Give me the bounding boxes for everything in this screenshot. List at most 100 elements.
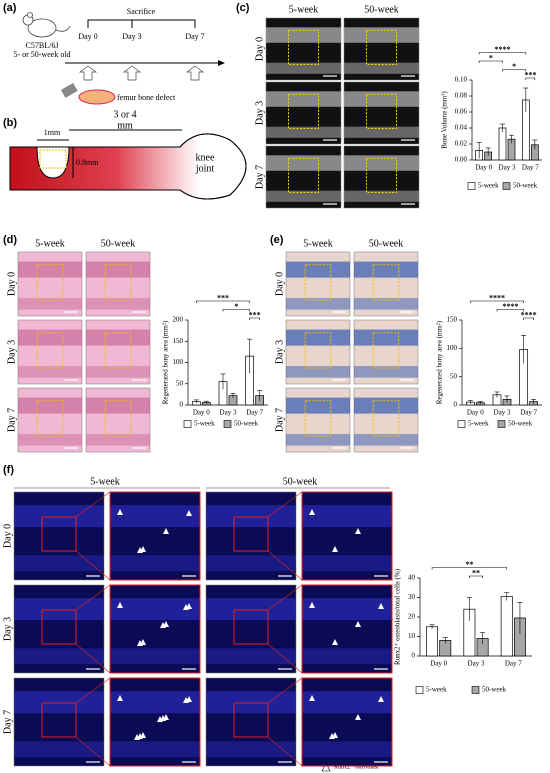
legend-swatch bbox=[471, 686, 480, 694]
panel-label: (d) bbox=[3, 234, 17, 246]
row-label: Day 7 bbox=[254, 165, 265, 189]
y-tick-label: 20 bbox=[408, 613, 416, 621]
micrograph-tissue bbox=[344, 126, 419, 138]
roi-box bbox=[304, 400, 332, 437]
y-tick-label: 0 bbox=[180, 401, 184, 409]
roi-box bbox=[104, 264, 132, 301]
zoom-frame bbox=[109, 677, 201, 767]
roi-box bbox=[36, 332, 64, 369]
zoom-line bbox=[267, 643, 303, 674]
micrograph-tissue bbox=[266, 91, 341, 107]
y-tick-label: 50 bbox=[176, 379, 184, 387]
y-tick-label: 50 bbox=[450, 372, 458, 380]
micrograph-tissue bbox=[354, 434, 418, 446]
micrograph-tissue bbox=[86, 298, 150, 310]
osteoblast-marker bbox=[355, 714, 361, 720]
micrograph-tissue bbox=[86, 397, 150, 414]
distance-label: 3 or 4 bbox=[113, 109, 136, 120]
x-tick-label: Day 7 bbox=[246, 409, 263, 417]
column-header: 5-week bbox=[90, 476, 119, 487]
micrograph-tissue bbox=[206, 648, 296, 665]
x-tick-label: Day 0 bbox=[467, 409, 484, 417]
micrograph-tissue bbox=[286, 261, 350, 278]
micrograph-tissue bbox=[18, 434, 82, 446]
micrograph-tissue bbox=[344, 27, 419, 43]
y-tick-label: 0.02 bbox=[455, 140, 468, 148]
micrograph-tissue bbox=[354, 397, 418, 414]
row-label: Day 7 bbox=[274, 408, 285, 432]
column-header: 5-week bbox=[35, 238, 64, 249]
zoom-box bbox=[41, 702, 77, 738]
marker-legend: Runx2⁺ osteoblast bbox=[334, 763, 379, 770]
significance-label: ** bbox=[472, 568, 480, 577]
width-label: 1mm bbox=[44, 128, 61, 137]
osteoblast-marker bbox=[355, 621, 361, 627]
legend-label: 50-week bbox=[513, 182, 538, 190]
micrograph-tissue bbox=[354, 366, 418, 378]
y-tick-label: 10 bbox=[408, 632, 416, 640]
osteoblast-marker bbox=[378, 696, 384, 702]
significance-label: ** bbox=[465, 560, 473, 569]
y-tick-label: 0 bbox=[454, 401, 458, 409]
x-tick-label: Day 7 bbox=[505, 660, 522, 668]
age-label: 5- or 50-week old bbox=[13, 50, 70, 59]
osteoblast-marker bbox=[137, 547, 143, 553]
y-axis-title: Bone Volume (mm³) bbox=[441, 91, 449, 149]
micrograph-tissue bbox=[344, 190, 419, 202]
zoom-line bbox=[75, 584, 111, 611]
mouse-icon bbox=[22, 12, 71, 38]
y-axis-title: Regenerated bony area (mm²) bbox=[436, 320, 444, 404]
micrograph-tissue bbox=[86, 434, 150, 446]
zoom-frame bbox=[109, 491, 201, 581]
legend-swatch bbox=[457, 420, 466, 428]
drill-icon bbox=[60, 83, 78, 98]
femur-outline bbox=[10, 133, 247, 200]
significance-bracket bbox=[196, 300, 250, 303]
micrograph-tissue bbox=[286, 434, 350, 446]
significance-label: * bbox=[234, 302, 238, 311]
micrograph-tissue bbox=[206, 505, 296, 528]
micrograph-tissue bbox=[18, 397, 82, 414]
zoom-line bbox=[267, 550, 303, 581]
column-header: 5-week bbox=[289, 4, 318, 15]
y-tick-label: 0 bbox=[412, 652, 416, 660]
x-tick-label: Day 3 bbox=[499, 164, 516, 172]
micrograph-tissue bbox=[110, 691, 200, 714]
zoom-line bbox=[75, 550, 111, 581]
osteoblast-marker bbox=[355, 528, 361, 534]
micrograph-tissue bbox=[86, 366, 150, 378]
x-tick-label: Day 7 bbox=[520, 409, 537, 417]
legend-label: 50-week bbox=[482, 686, 507, 694]
osteoblast-marker bbox=[163, 528, 169, 534]
row-label: Day 0 bbox=[274, 272, 285, 296]
legend-label: 50-week bbox=[234, 420, 259, 428]
significance-bracket bbox=[470, 300, 524, 303]
significance-bracket bbox=[502, 69, 527, 72]
zoom-line bbox=[267, 584, 303, 611]
timepoint: Day 3 bbox=[122, 32, 141, 41]
timepoint: Day 7 bbox=[185, 32, 204, 41]
mouse-label: C57BL/6J bbox=[26, 41, 59, 50]
defect-label: femur bone defect bbox=[117, 93, 176, 102]
micrograph-tissue bbox=[14, 648, 104, 665]
roi-box bbox=[304, 264, 332, 301]
micrograph-tissue bbox=[18, 366, 82, 378]
osteoblast-marker bbox=[332, 639, 338, 645]
x-tick-label: Day 3 bbox=[220, 409, 237, 417]
roi-box bbox=[104, 332, 132, 369]
roi-box bbox=[104, 400, 132, 437]
bar bbox=[498, 127, 507, 161]
y-tick-label: 100 bbox=[173, 358, 184, 366]
roi-box bbox=[288, 93, 319, 129]
micrograph-tissue bbox=[110, 598, 200, 621]
legend-swatch bbox=[497, 420, 506, 428]
column-header: 50-week bbox=[369, 238, 403, 249]
significance-label: * bbox=[489, 53, 493, 62]
defect-icon bbox=[78, 89, 116, 105]
row-label: Day 0 bbox=[2, 524, 13, 548]
zoom-box bbox=[233, 516, 269, 552]
significance-label: *** bbox=[249, 310, 261, 319]
row-label: Day 0 bbox=[6, 272, 17, 296]
roi-box bbox=[372, 400, 400, 437]
